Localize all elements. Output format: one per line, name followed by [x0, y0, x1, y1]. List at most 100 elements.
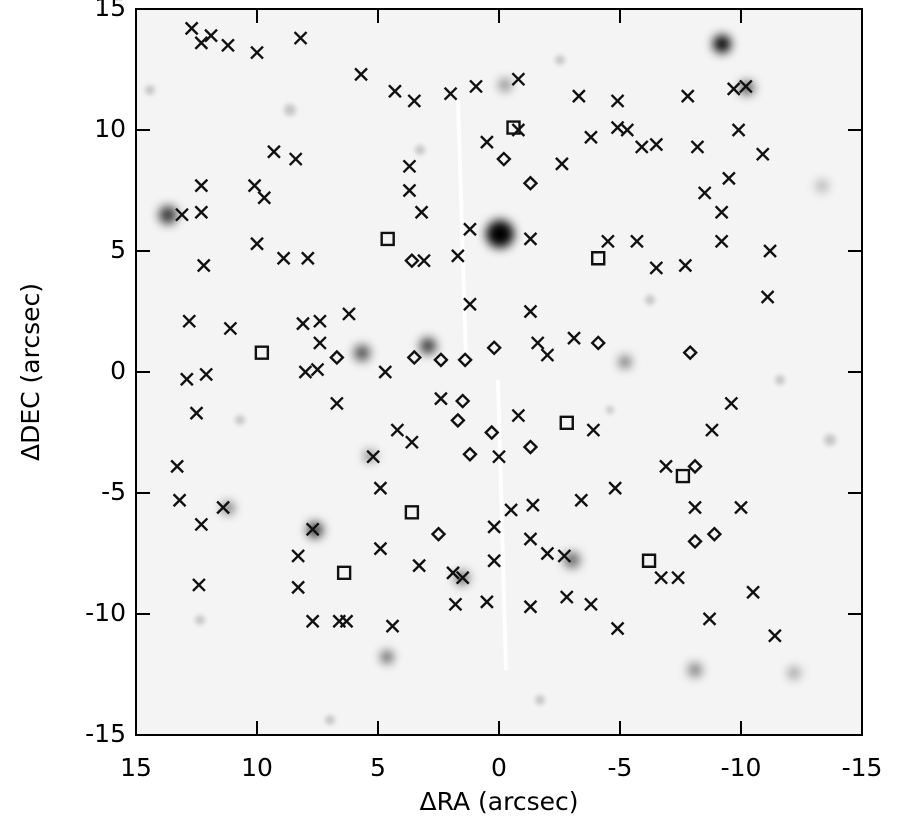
marker [641, 553, 657, 568]
marker [496, 151, 512, 167]
marker [417, 253, 431, 268]
marker [305, 614, 320, 629]
x-tick-label: -10 [721, 753, 762, 782]
marker [523, 532, 538, 546]
y-tick-label: 0 [110, 356, 126, 385]
marker [194, 178, 209, 193]
marker [610, 120, 625, 135]
marker [463, 297, 477, 312]
x-tick-label: 0 [491, 753, 507, 782]
marker [574, 493, 589, 508]
marker [434, 391, 448, 406]
marker [296, 316, 310, 331]
marker [313, 336, 327, 350]
marker [620, 123, 635, 137]
marker [649, 261, 664, 275]
marker [457, 352, 473, 368]
marker [267, 144, 281, 159]
marker [247, 178, 262, 193]
marker [738, 79, 753, 94]
marker [540, 546, 555, 561]
marker [288, 152, 303, 166]
marker [189, 406, 204, 420]
x-tick-label: 15 [120, 753, 152, 782]
marker [223, 321, 238, 336]
marker [300, 251, 315, 266]
marker [276, 251, 291, 266]
marker [216, 500, 230, 515]
marker [680, 89, 695, 103]
marker [310, 362, 325, 377]
marker [705, 423, 719, 437]
marker [654, 570, 668, 585]
marker [687, 533, 703, 550]
marker [250, 236, 264, 251]
marker [768, 628, 782, 643]
marker [194, 36, 209, 50]
y-tick-label: 10 [94, 114, 126, 143]
marker [342, 307, 356, 321]
marker [414, 205, 429, 220]
marker [451, 248, 465, 263]
marker [511, 408, 526, 423]
marker [492, 449, 506, 464]
marker [463, 222, 477, 237]
y-tick-label: 15 [94, 0, 126, 22]
x-tick-label: 10 [241, 753, 273, 782]
marker [702, 611, 717, 626]
marker [671, 570, 685, 585]
marker [329, 349, 345, 366]
marker [305, 522, 320, 537]
marker [523, 599, 538, 614]
marker [523, 232, 538, 246]
marker [722, 171, 736, 186]
marker [714, 234, 729, 249]
marker [731, 123, 746, 137]
marker [591, 251, 606, 266]
marker [726, 82, 741, 96]
marker [480, 135, 494, 149]
marker [584, 130, 598, 145]
marker [480, 595, 494, 609]
marker [697, 186, 712, 200]
marker [634, 140, 649, 154]
marker [511, 72, 526, 87]
y-tick-label: -10 [85, 598, 126, 627]
marker [430, 526, 447, 542]
marker [567, 331, 581, 345]
marker [433, 352, 449, 368]
marker [523, 304, 538, 319]
marker [688, 500, 702, 515]
marker [204, 28, 218, 43]
marker [172, 493, 187, 508]
marker [608, 481, 623, 496]
marker [373, 541, 388, 556]
marker [385, 619, 400, 633]
marker [443, 86, 458, 101]
marker [332, 614, 347, 629]
marker [293, 31, 308, 45]
marker [336, 565, 352, 581]
marker [706, 526, 723, 542]
marker [690, 140, 705, 154]
marker [330, 396, 344, 411]
marker [402, 159, 417, 174]
marker [378, 365, 393, 379]
x-tick-label: -5 [608, 753, 633, 782]
marker [601, 234, 615, 249]
y-tick-label: 5 [110, 235, 126, 264]
marker [455, 570, 470, 585]
sky-image [136, 9, 862, 735]
marker [610, 94, 625, 108]
marker [675, 468, 691, 484]
marker [196, 258, 211, 273]
marker [557, 549, 572, 563]
marker [486, 340, 502, 356]
marker [540, 348, 555, 362]
marker [714, 205, 729, 220]
marker [559, 415, 574, 431]
marker [572, 89, 586, 103]
marker [406, 349, 422, 366]
marker [649, 137, 664, 152]
